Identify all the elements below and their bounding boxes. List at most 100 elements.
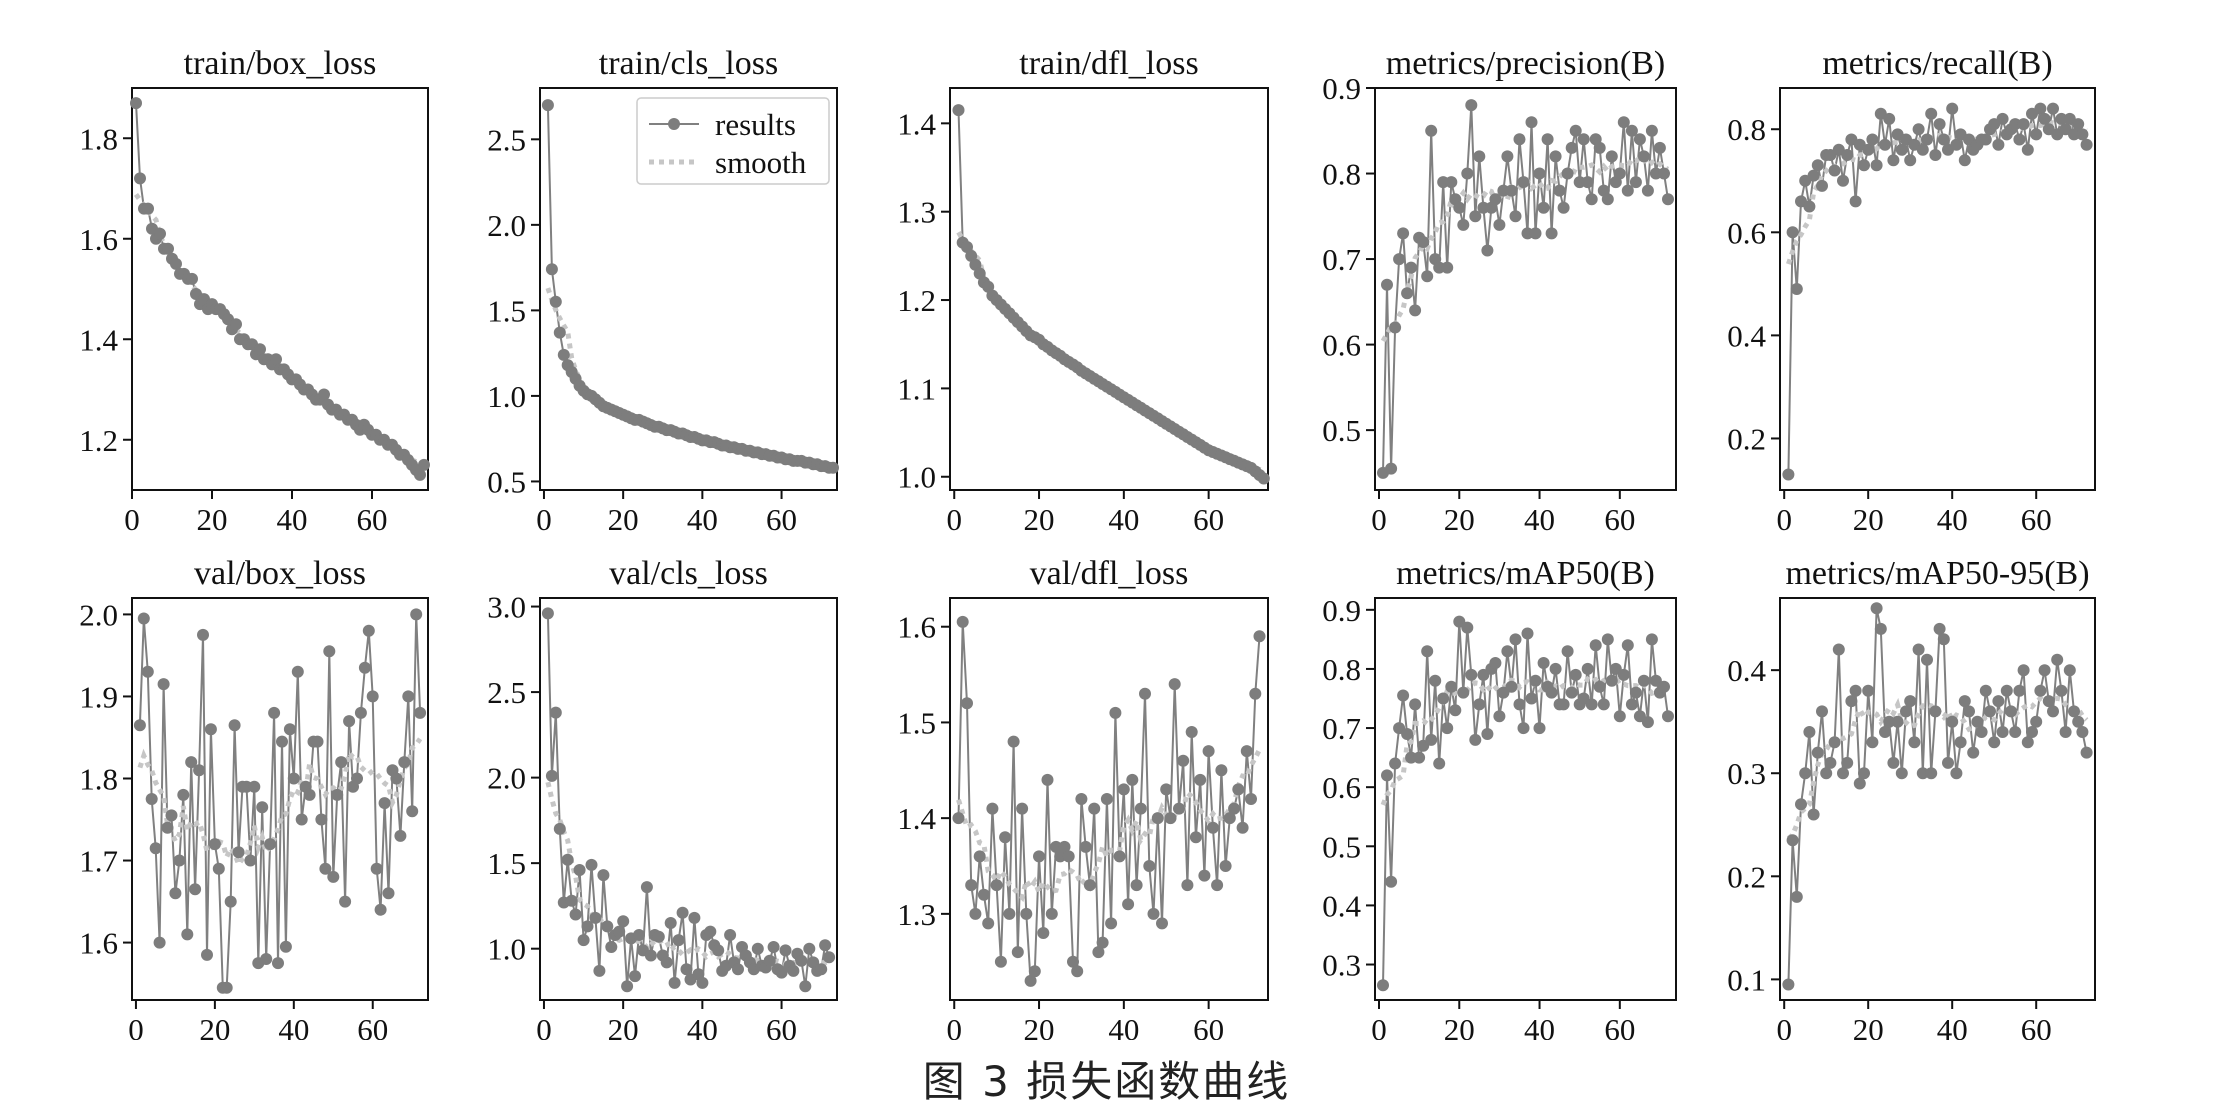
data-point — [1824, 756, 1837, 769]
data-point — [1417, 236, 1430, 248]
y-tick-label: 1.0 — [487, 932, 526, 967]
x-tick-label: 0 — [1371, 502, 1387, 537]
data-point — [2005, 705, 2017, 718]
x-tick-label: 0 — [536, 1012, 552, 1040]
chart-title: val/dfl_loss — [1030, 555, 1189, 592]
data-point — [1253, 630, 1266, 643]
data-point — [1481, 244, 1494, 257]
data-point — [652, 930, 665, 943]
data-point — [157, 678, 170, 691]
data-point — [362, 624, 375, 637]
data-point — [1662, 710, 1674, 723]
data-point — [1050, 840, 1062, 853]
data-point — [1933, 622, 1946, 635]
data-point — [1662, 193, 1674, 206]
data-point — [1117, 783, 1130, 796]
data-point — [1786, 834, 1799, 847]
legend-smooth-label: smooth — [715, 145, 807, 180]
chart-title: metrics/precision(B) — [1386, 45, 1665, 82]
data-point — [1509, 210, 1522, 223]
data-point — [1895, 143, 1908, 156]
data-point — [414, 468, 426, 481]
data-point — [2047, 102, 2059, 115]
data-point — [1453, 201, 1466, 214]
data-point — [2038, 664, 2051, 677]
data-point — [1958, 695, 1971, 708]
data-point — [1782, 978, 1795, 991]
data-point — [1605, 150, 1618, 163]
data-point — [732, 963, 744, 976]
data-point — [1096, 936, 1109, 949]
y-tick-label: 0.9 — [1322, 593, 1361, 628]
data-point — [956, 615, 969, 628]
y-tick-label: 0.3 — [1727, 756, 1766, 791]
data-point — [1925, 107, 1938, 120]
data-point — [1537, 657, 1550, 669]
data-point — [1501, 150, 1514, 163]
data-point — [1381, 769, 1393, 782]
data-point — [2076, 726, 2089, 738]
data-point — [569, 908, 582, 921]
data-point — [1011, 946, 1024, 959]
data-point — [1617, 116, 1630, 129]
data-point — [1617, 668, 1630, 681]
data-point — [1409, 698, 1422, 711]
plot-frame — [949, 597, 1269, 1001]
data-point — [965, 879, 978, 892]
data-point — [827, 461, 839, 474]
data-point — [644, 949, 657, 962]
chart-title: train/dfl_loss — [1019, 45, 1198, 82]
data-point — [1858, 159, 1870, 172]
data-point — [1581, 662, 1594, 675]
y-tick-label: 1.2 — [897, 283, 936, 318]
data-point — [1062, 850, 1075, 863]
data-point — [969, 907, 982, 920]
data-point — [1245, 793, 1257, 805]
data-point — [1975, 726, 1988, 738]
data-point — [712, 944, 725, 957]
data-point — [803, 942, 816, 955]
chart-metrics_recall: metrics/recall(B) 0.2 0.4 0.6 0.8 0 20 40 60 — [1727, 45, 2096, 537]
data-point — [1469, 210, 1482, 223]
x-tick-label: 0 — [128, 1012, 144, 1040]
data-point — [1493, 218, 1506, 231]
data-point — [1849, 195, 1862, 208]
x-tick-label: 60 — [766, 1012, 797, 1040]
data-point — [1198, 869, 1211, 882]
y-tick-label: 1.3 — [897, 897, 936, 932]
chart-title: metrics/recall(B) — [1822, 45, 2052, 82]
x-tick-label: 40 — [1937, 502, 1968, 537]
data-point — [153, 936, 166, 949]
data-point — [1533, 722, 1546, 735]
data-point — [1942, 756, 1954, 769]
y-tick-label: 0.5 — [1322, 829, 1361, 864]
data-point — [1828, 164, 1841, 177]
x-tick-label: 20 — [1853, 1012, 1884, 1040]
data-point — [414, 706, 427, 719]
data-point — [1397, 689, 1410, 702]
y-tick-label: 1.6 — [79, 926, 118, 961]
data-point — [977, 888, 990, 901]
data-point — [1185, 726, 1198, 738]
data-point — [1786, 226, 1799, 239]
data-point — [1160, 783, 1173, 796]
y-tick-label: 0.6 — [1727, 215, 1766, 250]
data-point — [1870, 602, 1883, 615]
data-point — [1177, 754, 1190, 767]
data-point — [244, 854, 257, 867]
data-point — [688, 911, 701, 924]
data-point — [339, 895, 352, 908]
x-tick-label: 60 — [1604, 1012, 1635, 1040]
data-point — [1533, 167, 1546, 180]
data-point — [1996, 112, 2009, 125]
data-point — [819, 939, 832, 952]
data-point — [1473, 698, 1486, 711]
data-point — [1565, 686, 1578, 699]
data-point — [1156, 917, 1168, 930]
data-point — [1092, 946, 1105, 959]
data-point — [541, 99, 554, 112]
data-point — [1130, 879, 1143, 892]
data-point — [1605, 674, 1618, 687]
data-point — [1963, 705, 1975, 718]
